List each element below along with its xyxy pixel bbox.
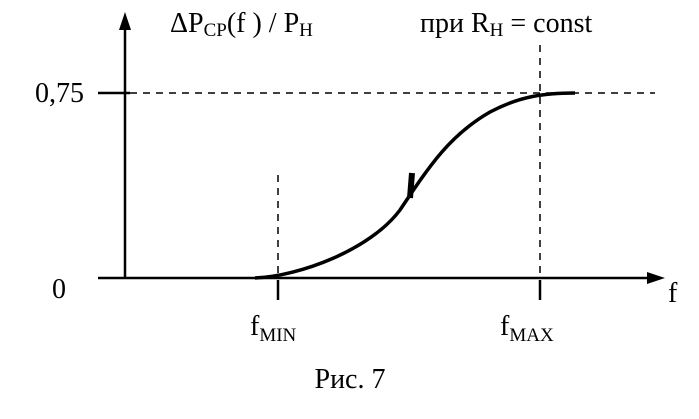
curve xyxy=(255,93,575,278)
label-part: (f ) / P xyxy=(227,8,299,39)
y-tick-label: 0,75 xyxy=(35,78,84,109)
label-sub: CP xyxy=(204,20,227,41)
y-axis-label: ΔPCP(f ) / PH xyxy=(170,8,313,41)
x-tick-label: fMIN xyxy=(250,311,297,346)
caption: Рис. 7 xyxy=(315,364,386,395)
label-part: при R xyxy=(420,8,490,39)
x-tick-label: fMAX xyxy=(500,311,554,346)
page: ΔPCP(f ) / PH при RH = const 0,75 0 f fM… xyxy=(0,0,699,419)
label-sub: H xyxy=(490,20,504,41)
label-part: = const xyxy=(503,8,592,39)
curve-mark xyxy=(410,173,412,198)
label-sub: MIN xyxy=(259,325,296,346)
label-sub: MAX xyxy=(509,325,554,346)
y-tick-label: 0 xyxy=(52,274,66,305)
diagram: ΔPCP(f ) / PH при RH = const 0,75 0 f fM… xyxy=(0,0,699,419)
condition: при RH = const xyxy=(420,8,593,41)
label-sub: H xyxy=(299,20,313,41)
label-part: ΔP xyxy=(170,8,204,39)
x-arrow xyxy=(647,272,665,284)
y-arrow xyxy=(119,12,131,30)
x-axis-label: f xyxy=(668,278,678,309)
